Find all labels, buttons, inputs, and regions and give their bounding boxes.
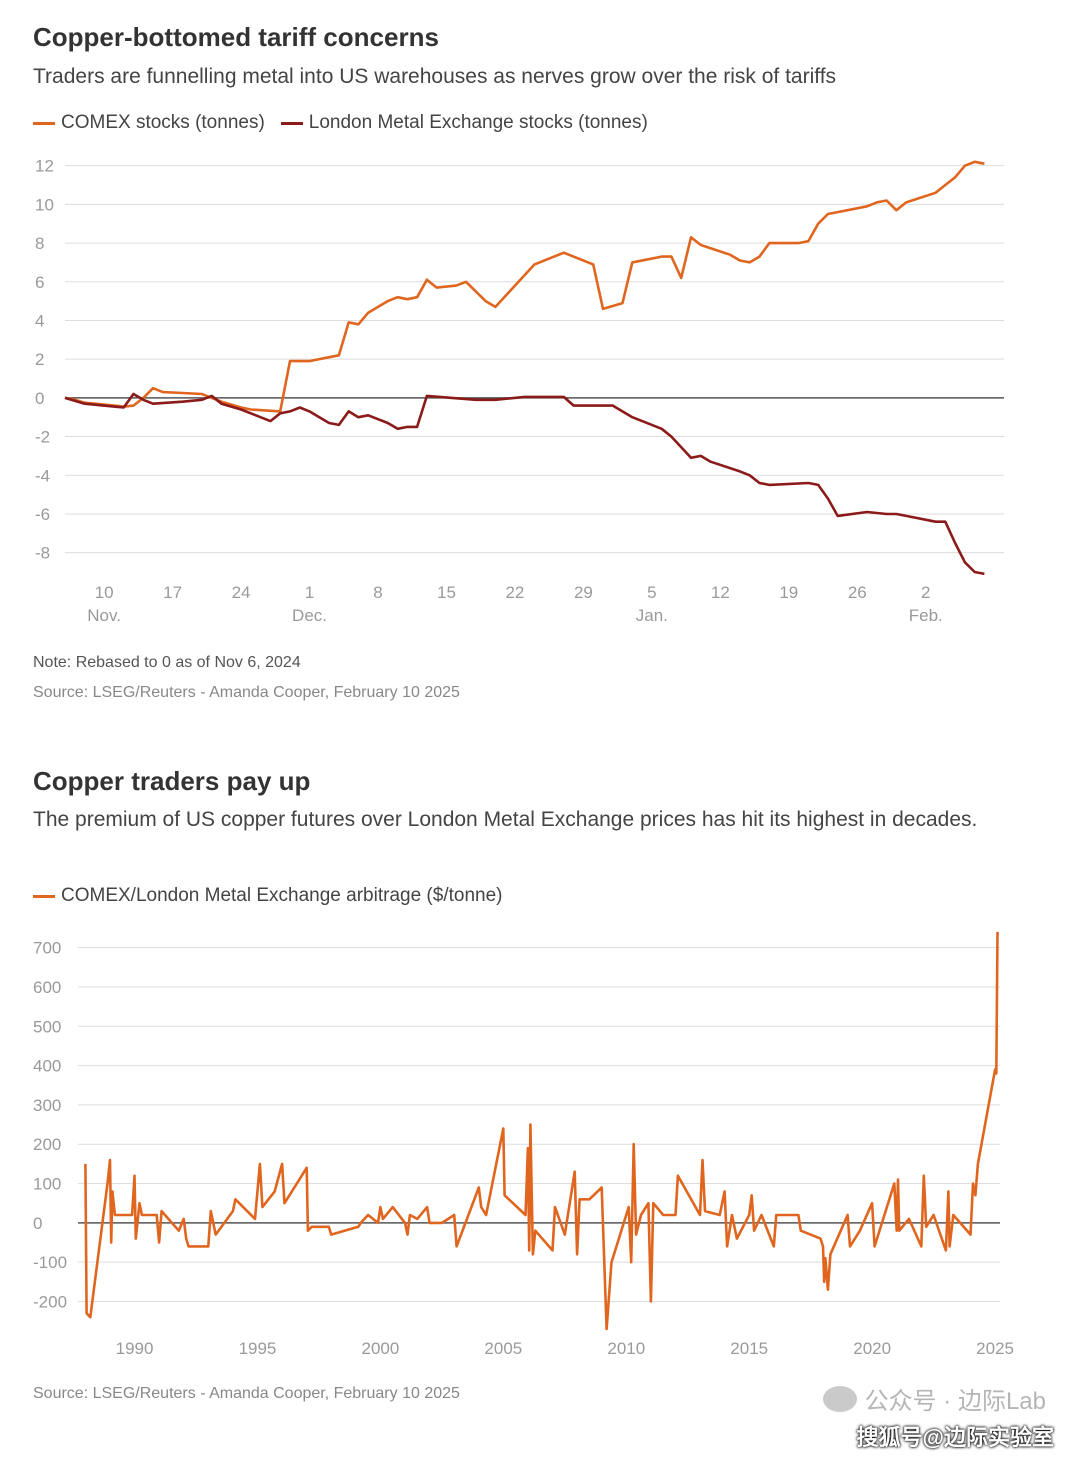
y-tick-label: 500: [33, 1017, 61, 1036]
legend-item-lme: London Metal Exchange stocks (tonnes): [280, 112, 648, 134]
x-tick-label: 2000: [362, 1339, 400, 1358]
y-tick-label: 6: [35, 273, 44, 292]
wechat-icon: [822, 1385, 857, 1412]
y-tick-label: -100: [33, 1253, 67, 1272]
y-tick-label: 700: [33, 939, 61, 958]
legend-swatch-comex: [33, 121, 55, 125]
legend-item-arbitrage: COMEX/London Metal Exchange arbitrage ($…: [33, 885, 502, 907]
legend-item-comex: COMEX stocks (tonnes): [33, 112, 265, 134]
y-tick-label: -6: [35, 505, 50, 524]
y-tick-label: 300: [33, 1096, 61, 1115]
x-tick-label: 26: [848, 583, 867, 602]
y-tick-label: 600: [33, 978, 61, 997]
x-tick-label: 2005: [484, 1339, 522, 1358]
chart1-legend: COMEX stocks (tonnes) London Metal Excha…: [33, 112, 648, 134]
legend-label-comex: COMEX stocks (tonnes): [61, 112, 265, 133]
y-tick-label: -2: [35, 428, 50, 447]
x-tick-label: 10: [95, 583, 114, 602]
x-tick-month-label: Feb.: [909, 606, 943, 625]
y-tick-label: 100: [33, 1175, 61, 1194]
y-tick-label: 400: [33, 1057, 61, 1076]
x-tick-label: 5: [647, 583, 656, 602]
legend-swatch-lme: [280, 121, 303, 125]
x-tick-label: 1995: [239, 1339, 277, 1358]
chart1-title: Copper-bottomed tariff concerns: [33, 22, 439, 52]
series-line-2: [64, 392, 985, 576]
x-tick-label: 1990: [116, 1339, 154, 1358]
y-tick-label: 2: [35, 350, 44, 369]
chart1-note: Note: Rebased to 0 as of Nov 6, 2024: [33, 654, 301, 671]
chart2-plot: 700 600 500 400 300 200 100 0 -100 -200 1990 1995 20…: [33, 931, 1014, 1358]
x-tick-label: 12: [711, 583, 730, 602]
chart1-plot: 12 10 8 6 4 2 0 -2 -4 -6 -8 10 Nov. 17 24 1 Dec. 8 15 22 29 5…: [35, 157, 1004, 625]
x-tick-label: 2: [921, 583, 930, 602]
series-line-1: [84, 931, 999, 1331]
legend-label-lme: London Metal Exchange stocks (tonnes): [308, 112, 648, 133]
y-tick-label: 0: [35, 389, 44, 408]
y-tick-label: -8: [35, 544, 50, 563]
series-line-1: [64, 160, 985, 413]
watermark: 公众号 · 边际Lab: [822, 1381, 1046, 1416]
y-tick-label: 0: [33, 1214, 42, 1233]
x-tick-label: 22: [505, 583, 524, 602]
y-tick-label: 12: [35, 157, 54, 176]
legend-label-arbitrage: COMEX/London Metal Exchange arbitrage ($…: [61, 885, 503, 906]
x-tick-label: 2010: [607, 1339, 645, 1358]
x-tick-label: 8: [373, 583, 382, 602]
watermark-text: 公众号 · 边际Lab: [864, 1388, 1046, 1415]
x-tick-label: 2020: [853, 1339, 891, 1358]
x-tick-label: 19: [779, 583, 798, 602]
chart1-subtitle: Traders are funnelling metal into US war…: [33, 65, 837, 88]
chart1-source: Source: LSEG/Reuters - Amanda Cooper, Fe…: [33, 684, 460, 701]
x-tick-label: 15: [437, 583, 456, 602]
y-tick-label: 200: [33, 1135, 61, 1154]
x-tick-label: 17: [163, 583, 182, 602]
x-tick-month-label: Nov.: [87, 606, 121, 625]
chart2-title: Copper traders pay up: [33, 766, 311, 796]
chart2-legend: COMEX/London Metal Exchange arbitrage ($…: [33, 885, 502, 907]
x-tick-label: 29: [574, 583, 593, 602]
x-tick-month-label: Jan.: [636, 606, 668, 625]
x-tick-label: 24: [232, 583, 251, 602]
y-tick-label: 4: [35, 311, 44, 330]
x-tick-label: 2025: [976, 1339, 1014, 1358]
watermark-secondary: 搜狐号@边际实验室: [856, 1425, 1054, 1450]
y-tick-label: -200: [33, 1292, 67, 1311]
chart2-source: Source: LSEG/Reuters - Amanda Cooper, Fe…: [33, 1385, 460, 1402]
y-tick-label: 8: [35, 234, 44, 253]
x-tick-label: 2015: [730, 1339, 768, 1358]
x-tick-label: 1: [305, 583, 314, 602]
legend-swatch-arbitrage: [33, 894, 55, 898]
x-tick-month-label: Dec.: [292, 606, 327, 625]
y-tick-label: -4: [35, 466, 50, 485]
y-tick-label: 10: [35, 195, 54, 214]
chart2-subtitle: The premium of US copper futures over Lo…: [33, 808, 978, 831]
